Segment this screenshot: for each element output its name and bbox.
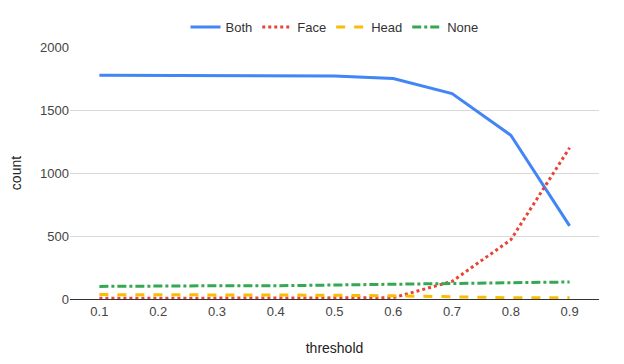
svg-text:threshold: threshold	[306, 340, 364, 356]
svg-text:0.3: 0.3	[208, 304, 226, 319]
svg-text:0.4: 0.4	[267, 304, 285, 319]
svg-text:Face: Face	[297, 20, 326, 35]
svg-text:1000: 1000	[40, 166, 69, 181]
svg-text:0.7: 0.7	[443, 304, 461, 319]
svg-text:None: None	[447, 20, 478, 35]
svg-text:Head: Head	[371, 20, 402, 35]
svg-text:0.2: 0.2	[149, 304, 167, 319]
svg-text:0.1: 0.1	[90, 304, 108, 319]
svg-text:0.5: 0.5	[325, 304, 343, 319]
svg-text:2000: 2000	[40, 40, 69, 55]
svg-text:count: count	[8, 156, 24, 190]
svg-text:0.6: 0.6	[384, 304, 402, 319]
svg-text:500: 500	[47, 229, 69, 244]
svg-text:Both: Both	[226, 20, 253, 35]
svg-text:0.8: 0.8	[502, 304, 520, 319]
svg-text:0: 0	[62, 292, 69, 307]
svg-text:1500: 1500	[40, 103, 69, 118]
svg-text:0.9: 0.9	[561, 304, 579, 319]
